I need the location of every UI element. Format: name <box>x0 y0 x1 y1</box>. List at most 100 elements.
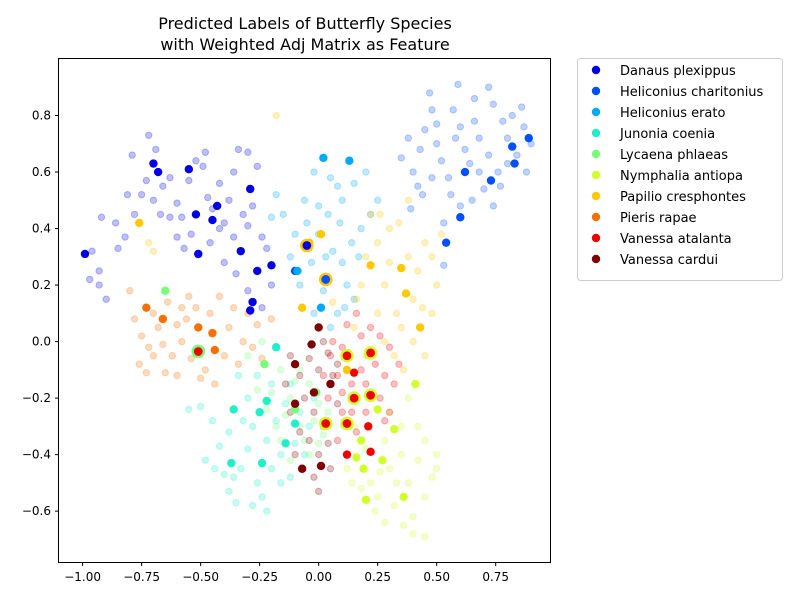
unlabeled-point-pieris-rapae <box>234 360 243 368</box>
labeled-point-vanessa-atalanta <box>366 447 375 456</box>
unlabeled-point-junonia-coenia <box>244 394 252 402</box>
unlabeled-point-danaus-plexippus <box>180 244 188 253</box>
unlabeled-point-danaus-plexippus <box>137 190 146 199</box>
unlabeled-point-vanessa-atalanta <box>385 343 394 351</box>
unlabeled-point-heliconius-charitonius <box>447 190 455 199</box>
legend-marker-danaus-plexippus <box>591 65 601 75</box>
unlabeled-point-nymphalia-antiopa <box>390 501 398 510</box>
labeled-point-vanessa-cardui <box>290 359 300 369</box>
labeled-point-pieris-rapae <box>158 314 168 324</box>
legend-label-heliconius-charitonius: Heliconius charitonius <box>620 85 764 100</box>
labeled-point-lycaena-phlaeas <box>161 286 170 295</box>
labeled-point-danaus-plexippus <box>80 249 90 259</box>
labeled-point-lycaena-phlaeas <box>260 359 269 369</box>
unlabeled-point-papilio-cresphontes <box>350 323 358 332</box>
unlabeled-point-papilio-cresphontes <box>373 238 382 247</box>
labeled-point-vanessa-atalanta <box>342 450 352 459</box>
unlabeled-point-vanessa-atalanta <box>329 337 337 346</box>
unlabeled-point-heliconius-charitonius <box>517 103 526 111</box>
unlabeled-point-vanessa-atalanta <box>381 417 389 425</box>
labeled-point-junonia-coenia <box>281 439 290 448</box>
unlabeled-point-papilio-cresphontes <box>362 253 370 261</box>
unlabeled-point-danaus-plexippus <box>244 287 252 295</box>
legend: Danaus plexippus Heliconius charitonius He… <box>577 58 783 281</box>
unlabeled-point-heliconius-erato <box>338 258 346 267</box>
unlabeled-point-junonia-coenia <box>253 371 261 380</box>
legend-marker-heliconius-erato <box>591 107 601 117</box>
unlabeled-point-pieris-rapae <box>185 292 193 301</box>
unlabeled-point-heliconius-erato <box>350 295 358 303</box>
unlabeled-point-vanessa-cardui <box>314 450 323 459</box>
unlabeled-point-vanessa-atalanta <box>390 380 398 388</box>
unlabeled-point-danaus-plexippus <box>149 196 158 204</box>
unlabeled-point-heliconius-charitonius <box>440 219 448 227</box>
unlabeled-point-vanessa-cardui <box>310 473 318 481</box>
unlabeled-point-vanessa-cardui <box>324 439 332 448</box>
unlabeled-point-pieris-rapae <box>149 309 158 318</box>
unlabeled-point-danaus-plexippus <box>114 244 122 253</box>
unlabeled-point-papilio-cresphontes <box>352 295 361 303</box>
unlabeled-point-papilio-cresphontes <box>145 238 153 247</box>
labeled-point-papilio-cresphontes <box>415 323 425 332</box>
unlabeled-point-lycaena-phlaeas <box>286 456 295 464</box>
unlabeled-point-junonia-coenia <box>239 417 247 425</box>
unlabeled-point-vanessa-cardui <box>326 465 335 473</box>
x-tick-label: 0.50 <box>423 570 450 584</box>
labeled-point-danaus-plexippus <box>267 261 276 270</box>
unlabeled-point-heliconius-charitonius <box>494 168 502 176</box>
unlabeled-point-vanessa-cardui <box>314 366 323 374</box>
unlabeled-point-danaus-plexippus <box>145 131 153 139</box>
unlabeled-point-lycaena-phlaeas <box>244 352 252 360</box>
y-tick-label: −0.6 <box>22 504 51 518</box>
unlabeled-point-vanessa-atalanta <box>371 360 380 368</box>
legend-label-nymphalia-antiopa: Nymphalia antiopa <box>620 169 743 184</box>
unlabeled-point-junonia-coenia <box>286 380 295 388</box>
unlabeled-point-papilio-cresphontes <box>385 224 394 233</box>
x-tick-label: −0.50 <box>182 570 219 584</box>
unlabeled-point-danaus-plexippus <box>234 145 243 154</box>
unlabeled-point-heliconius-charitonius <box>437 157 446 165</box>
x-tick-label: 0.25 <box>364 570 391 584</box>
unlabeled-point-heliconius-charitonius <box>503 159 512 168</box>
labeled-point-papilio-cresphontes <box>135 218 144 228</box>
unlabeled-point-heliconius-erato <box>279 210 287 219</box>
unlabeled-point-papilio-cresphontes <box>428 253 436 261</box>
unlabeled-point-danaus-plexippus <box>220 258 228 267</box>
unlabeled-point-papilio-cresphontes <box>418 303 427 312</box>
unlabeled-point-danaus-plexippus <box>220 219 228 227</box>
labeled-point-vanessa-atalanta <box>364 422 373 431</box>
labeled-point-vanessa-cardui <box>297 464 307 473</box>
unlabeled-point-papilio-cresphontes <box>437 230 446 238</box>
unlabeled-point-heliconius-charitonius <box>470 117 479 125</box>
unlabeled-point-heliconius-charitonius <box>418 190 427 199</box>
unlabeled-point-heliconius-charitonius <box>444 173 453 182</box>
unlabeled-point-heliconius-charitonius <box>484 83 493 91</box>
unlabeled-point-vanessa-atalanta <box>348 408 356 416</box>
unlabeled-point-heliconius-charitonius <box>425 89 434 97</box>
unlabeled-point-papilio-cresphontes <box>404 196 413 204</box>
labeled-point-nymphalia-antiopa <box>359 464 368 473</box>
unlabeled-point-danaus-plexippus <box>199 162 207 171</box>
unlabeled-point-nymphalia-antiopa <box>373 493 382 501</box>
labeled-point-danaus-plexippus <box>184 165 194 174</box>
labeled-point-danaus-plexippus <box>208 215 217 225</box>
unlabeled-point-vanessa-cardui <box>310 408 318 416</box>
unlabeled-point-heliconius-erato <box>329 247 337 255</box>
unlabeled-point-pieris-rapae <box>178 337 186 346</box>
unlabeled-point-danaus-plexippus <box>102 295 110 303</box>
unlabeled-point-lycaena-phlaeas <box>310 417 318 425</box>
unlabeled-point-heliconius-charitonius <box>461 145 469 154</box>
labeled-point-heliconius-charitonius <box>460 167 470 177</box>
unlabeled-point-heliconius-charitonius <box>407 205 415 213</box>
unlabeled-point-heliconius-charitonius <box>456 123 464 131</box>
unlabeled-point-junonia-coenia <box>263 507 271 515</box>
highlighted-point <box>340 348 354 363</box>
unlabeled-point-danaus-plexippus <box>204 193 212 202</box>
unlabeled-point-pieris-rapae <box>187 354 195 363</box>
unlabeled-point-papilio-cresphontes <box>381 281 389 289</box>
labeled-point-nymphalia-antiopa <box>352 453 361 462</box>
unlabeled-point-heliconius-charitonius <box>440 261 448 269</box>
unlabeled-point-vanessa-cardui <box>305 354 313 363</box>
unlabeled-point-vanessa-cardui <box>319 337 328 346</box>
unlabeled-point-papilio-cresphontes <box>409 337 417 346</box>
